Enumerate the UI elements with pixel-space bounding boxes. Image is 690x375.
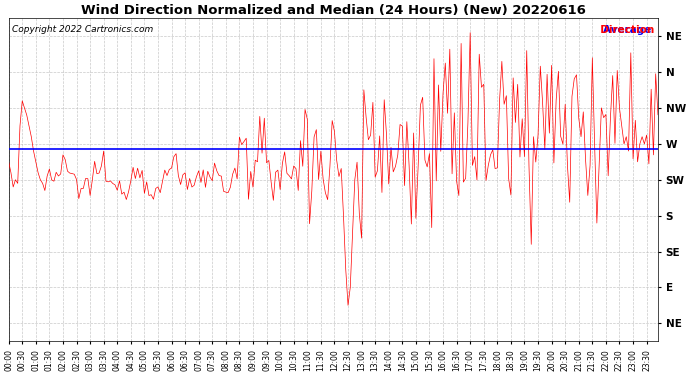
Title: Wind Direction Normalized and Median (24 Hours) (New) 20220616: Wind Direction Normalized and Median (24… (81, 4, 586, 17)
Text: Copyright 2022 Cartronics.com: Copyright 2022 Cartronics.com (12, 25, 153, 34)
Text: Direction: Direction (564, 25, 655, 35)
Text: Average: Average (602, 25, 655, 35)
